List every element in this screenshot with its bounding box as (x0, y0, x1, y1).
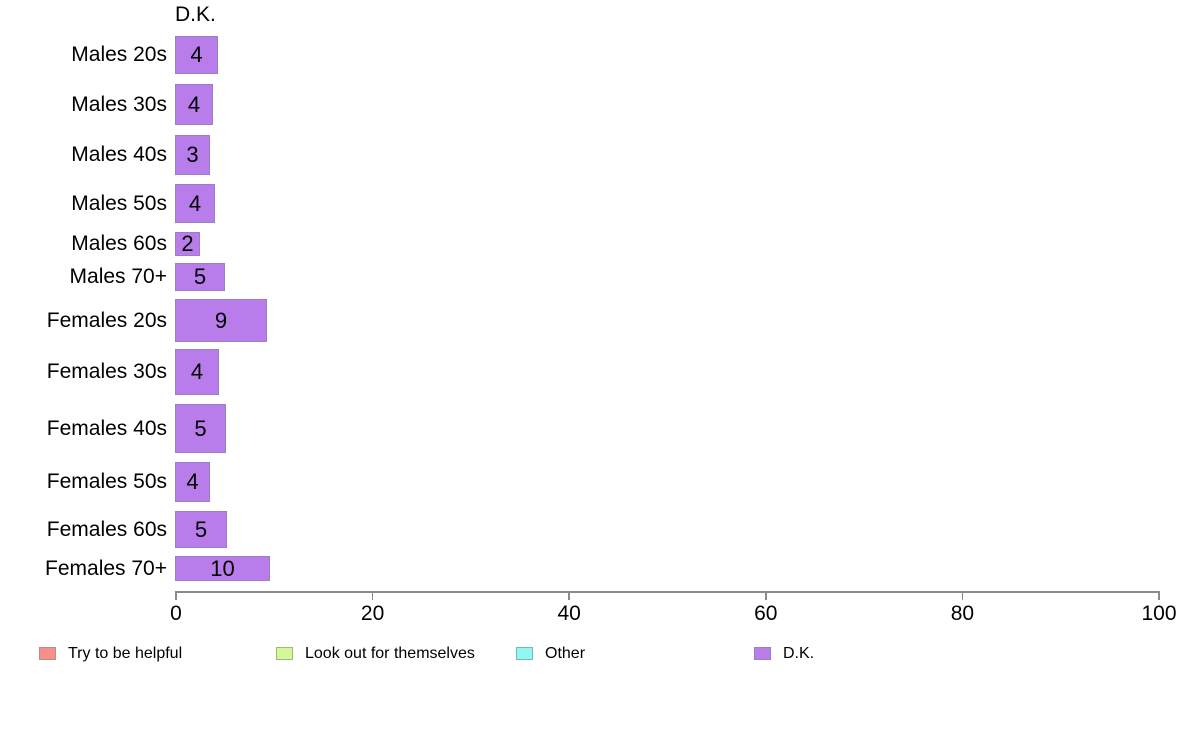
x-tick-mark-80 (961, 591, 964, 600)
legend-label-try-to-be-helpful: Try to be helpful (68, 645, 183, 662)
bar-value-label-females-70: 10 (210, 555, 235, 581)
category-label-males-20s: Males 20s (71, 43, 167, 66)
bar-value-label-males-30s: 4 (187, 91, 201, 117)
x-tick-label-100: 100 (1141, 602, 1177, 625)
category-label-females-50s: Females 50s (46, 470, 167, 493)
category-label-males-50s: Males 50s (71, 191, 167, 215)
bar-value-label-males-70: 5 (193, 264, 207, 289)
x-tick-label-80: 80 (950, 602, 975, 625)
x-tick-mark-100 (1158, 591, 1160, 600)
category-label-males-40s: Males 40s (71, 143, 167, 166)
bar-value-label-females-30s: 4 (190, 359, 204, 384)
bar-value-label-females-20s: 9 (214, 307, 228, 333)
category-label-females-40s: Females 40s (46, 416, 167, 440)
bar-value-label-females-40s: 5 (194, 415, 207, 441)
x-tick-mark-60 (765, 591, 767, 600)
category-label-males-70: Males 70+ (69, 265, 167, 288)
category-label-females-60s: Females 60s (46, 517, 167, 541)
x-tick-label-40: 40 (557, 602, 581, 625)
category-label-males-30s: Males 30s (71, 92, 167, 116)
bar-females-50s: 4 (175, 462, 210, 502)
category-label-females-20s: Females 20s (46, 308, 167, 332)
x-tick-label-0: 0 (170, 602, 182, 625)
x-tick-mark-20 (371, 591, 374, 600)
x-tick-label-60: 60 (754, 602, 778, 625)
legend-label-other: Other (545, 645, 586, 662)
legend-swatch-try-to-be-helpful (39, 647, 56, 660)
legend-swatch-d-k (754, 647, 771, 660)
category-label-males-60s: Males 60s (71, 232, 167, 255)
x-tick-mark-0 (175, 591, 177, 600)
category-label-females-30s: Females 30s (46, 360, 167, 383)
bar-value-label-females-50s: 4 (186, 469, 199, 494)
bar-females-30s: 4 (175, 349, 219, 395)
bar-males-60s: 2 (175, 231, 200, 256)
bar-females-20s: 9 (175, 299, 267, 342)
bar-value-label-males-20s: 4 (190, 42, 203, 67)
bar-males-30s: 4 (175, 84, 213, 125)
legend-swatch-other (516, 647, 533, 660)
bar-value-label-males-40s: 3 (186, 142, 199, 167)
x-tick-label-20: 20 (360, 602, 385, 625)
bar-females-60s: 5 (175, 511, 227, 548)
bar-males-40s: 3 (175, 135, 210, 175)
bar-males-70: 5 (175, 263, 225, 291)
column-header-dk: D.K. (175, 3, 216, 26)
bar-value-label-males-50s: 4 (188, 190, 202, 216)
category-label-females-70: Females 70+ (45, 556, 167, 580)
legend-label-look-out-for-themselves: Look out for themselves (305, 645, 475, 662)
bar-value-label-males-60s: 2 (181, 231, 194, 256)
bar-males-20s: 4 (175, 36, 218, 74)
x-tick-mark-40 (568, 591, 570, 600)
bar-value-label-females-60s: 5 (194, 516, 208, 542)
x-axis-line (176, 591, 1159, 593)
bar-females-70: 10 (175, 556, 270, 581)
legend-label-d-k: D.K. (783, 645, 815, 662)
legend-swatch-look-out-for-themselves (276, 647, 293, 660)
bar-females-40s: 5 (175, 404, 226, 453)
bar-males-50s: 4 (175, 184, 215, 223)
